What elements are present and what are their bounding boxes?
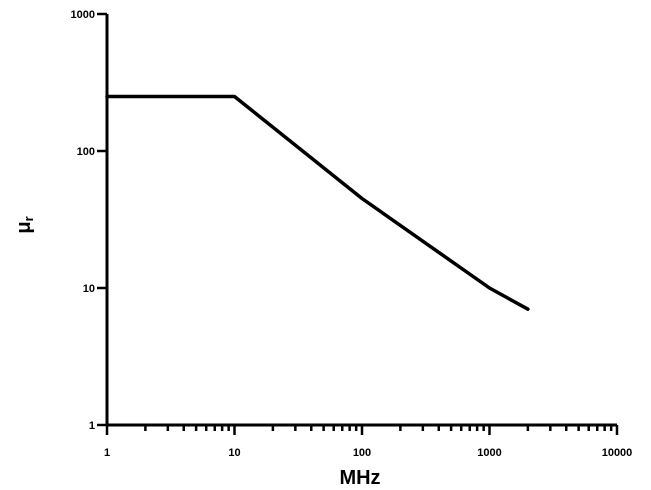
x-tick-label: 10000 <box>602 447 633 459</box>
x-tick-label: 100 <box>353 447 371 459</box>
x-axis-title: MHz <box>339 467 380 489</box>
x-major-ticks <box>105 425 619 435</box>
y-axis-title-symbol: μ <box>13 221 35 233</box>
y-axis-title-subscript: r <box>21 216 36 221</box>
x-tick-labels: 1 10 100 1000 10000 <box>104 447 632 459</box>
y-major-ticks <box>97 12 107 427</box>
y-tick-label: 1000 <box>71 9 95 21</box>
y-tick-label: 100 <box>77 146 95 158</box>
y-axis-title: μr <box>13 216 36 233</box>
y-tick-label: 1 <box>89 420 95 432</box>
y-tick-labels: 1 10 100 1000 <box>71 9 95 432</box>
x-tick-label: 1 <box>104 447 110 459</box>
series-line <box>105 94 530 311</box>
x-tick-label: 1000 <box>477 447 501 459</box>
y-tick-label: 10 <box>83 283 95 295</box>
x-tick-label: 10 <box>228 447 240 459</box>
